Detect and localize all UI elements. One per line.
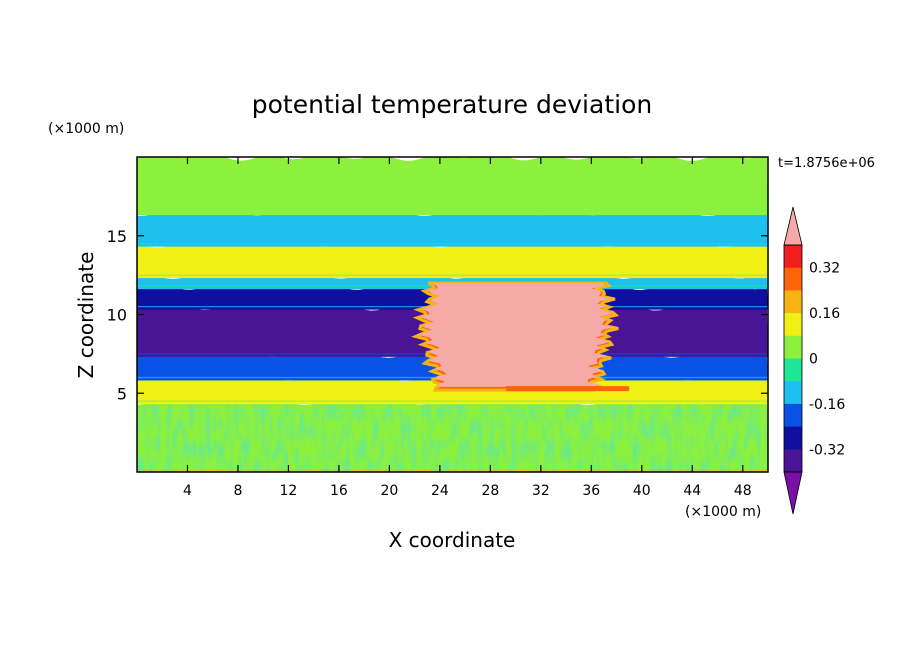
field-band (137, 271, 768, 290)
chart-title: potential temperature deviation (252, 90, 652, 119)
x-unit-label: (×1000 m) (685, 504, 761, 520)
y-axis: 5 10 15 (107, 227, 768, 403)
x-tick-label: 8 (233, 483, 242, 499)
x-tick-label: 28 (481, 483, 499, 499)
x-axis-label: X coordinate (389, 528, 516, 552)
y-tick-label: 15 (107, 227, 127, 246)
plume-core (419, 283, 615, 387)
y-tick-label: 5 (117, 384, 127, 403)
y-tick-label: 10 (107, 306, 127, 325)
field-band (137, 208, 768, 247)
boundary-layer-texture (137, 405, 768, 471)
x-tick-label: 32 (532, 483, 550, 499)
colorbar-tick-label: 0.32 (809, 261, 840, 277)
colorbar-segment (784, 381, 802, 405)
colorbar-extend-high (783, 206, 803, 246)
colorbar-segment (784, 245, 802, 269)
colorbar-frame (783, 244, 803, 473)
colorbar-tick-label: -0.32 (809, 442, 845, 458)
colorbar-segment (784, 335, 802, 359)
x-tick-label: 16 (330, 483, 348, 499)
x-tick-label: 36 (582, 483, 600, 499)
x-tick-label: 24 (431, 483, 449, 499)
colorbar: 0.32 0.16 0 -0.16 -0.32 (783, 206, 845, 515)
colorbar-segment (784, 449, 802, 473)
x-tick-label: 4 (183, 483, 192, 499)
plume-base (506, 386, 630, 392)
x-tick-label: 40 (633, 483, 651, 499)
y-unit-label: (×1000 m) (48, 121, 124, 137)
colorbar-segment (784, 267, 802, 291)
x-tick-label: 48 (734, 483, 752, 499)
time-label: t=1.8756e+06 (778, 156, 875, 171)
colorbar-segment (784, 313, 802, 337)
field-band (137, 157, 768, 216)
x-axis: 4 8 12 16 20 24 28 32 36 40 44 48 (183, 157, 752, 499)
x-tick-label: 44 (683, 483, 701, 499)
colorbar-tick-label: -0.16 (809, 397, 845, 413)
colorbar-segment (784, 403, 802, 428)
y-axis-label: Z coordinate (74, 252, 98, 379)
x-tick-label: 20 (380, 483, 398, 499)
colorbar-extend-low (783, 471, 803, 515)
field-band (137, 239, 768, 279)
warm-anomaly (410, 281, 630, 392)
x-tick-label: 12 (280, 483, 298, 499)
colorbar-segment (784, 426, 802, 450)
colorbar-tick-label: 0.16 (809, 306, 840, 322)
plot-area (137, 157, 768, 472)
colorbar-tick-label: 0 (809, 352, 818, 368)
colorbar-segment (784, 358, 802, 382)
colorbar-segment (784, 290, 802, 314)
